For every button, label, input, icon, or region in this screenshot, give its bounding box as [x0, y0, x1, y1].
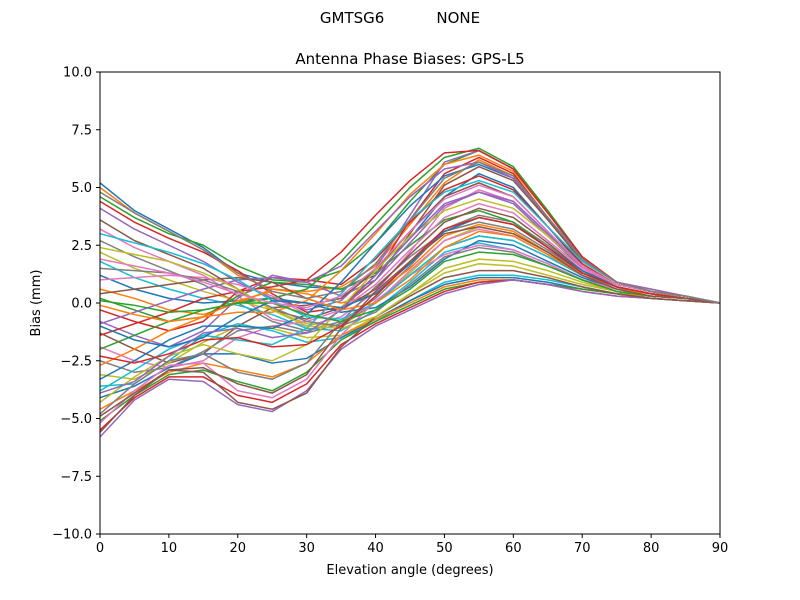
- figure-suptitle: GMTSG6 NONE: [0, 9, 800, 27]
- x-tick-label: 40: [367, 541, 384, 556]
- y-tick-label: −2.5: [60, 354, 92, 369]
- y-tick-label: 5.0: [71, 181, 92, 196]
- y-tick-label: 10.0: [63, 66, 92, 81]
- y-tick-label: −10.0: [52, 528, 92, 543]
- x-tick-label: 10: [161, 541, 178, 556]
- x-tick-label: 90: [712, 541, 729, 556]
- x-tick-label: 20: [230, 541, 247, 556]
- x-tick-label: 0: [96, 541, 104, 556]
- y-tick-label: 0.0: [71, 297, 92, 312]
- series-line-48: [99, 161, 721, 304]
- series-line-47: [99, 184, 721, 309]
- y-tick-label: −7.5: [60, 470, 92, 485]
- y-tick-label: −5.0: [60, 412, 92, 427]
- series-layer: [99, 147, 721, 438]
- series-line-26: [99, 269, 721, 433]
- x-tick-label: 50: [436, 541, 453, 556]
- series-line-43: [99, 251, 721, 323]
- x-axis-label: Elevation angle (degrees): [326, 563, 493, 578]
- chart-title: Antenna Phase Biases: GPS-L5: [295, 50, 524, 68]
- suptitle-radome: NONE: [436, 9, 481, 27]
- x-tick-label: 60: [505, 541, 522, 556]
- x-tick-label: 30: [298, 541, 315, 556]
- x-tick-label: 80: [643, 541, 660, 556]
- y-axis-label: Bias (mm): [29, 270, 44, 337]
- series-line-46: [99, 226, 721, 417]
- y-axis: −10.0 −7.5 −5.0 −2.5 0.0 2.5 5.0 7.5 10.0: [52, 66, 100, 543]
- x-axis: 0 10 20 30 40 50 60 70 80 90: [96, 534, 728, 556]
- x-tick-label: 70: [574, 541, 591, 556]
- y-tick-label: 2.5: [71, 239, 92, 254]
- y-tick-label: 7.5: [71, 123, 92, 138]
- series-line-25: [99, 279, 721, 438]
- suptitle-model: GMTSG6: [319, 9, 385, 27]
